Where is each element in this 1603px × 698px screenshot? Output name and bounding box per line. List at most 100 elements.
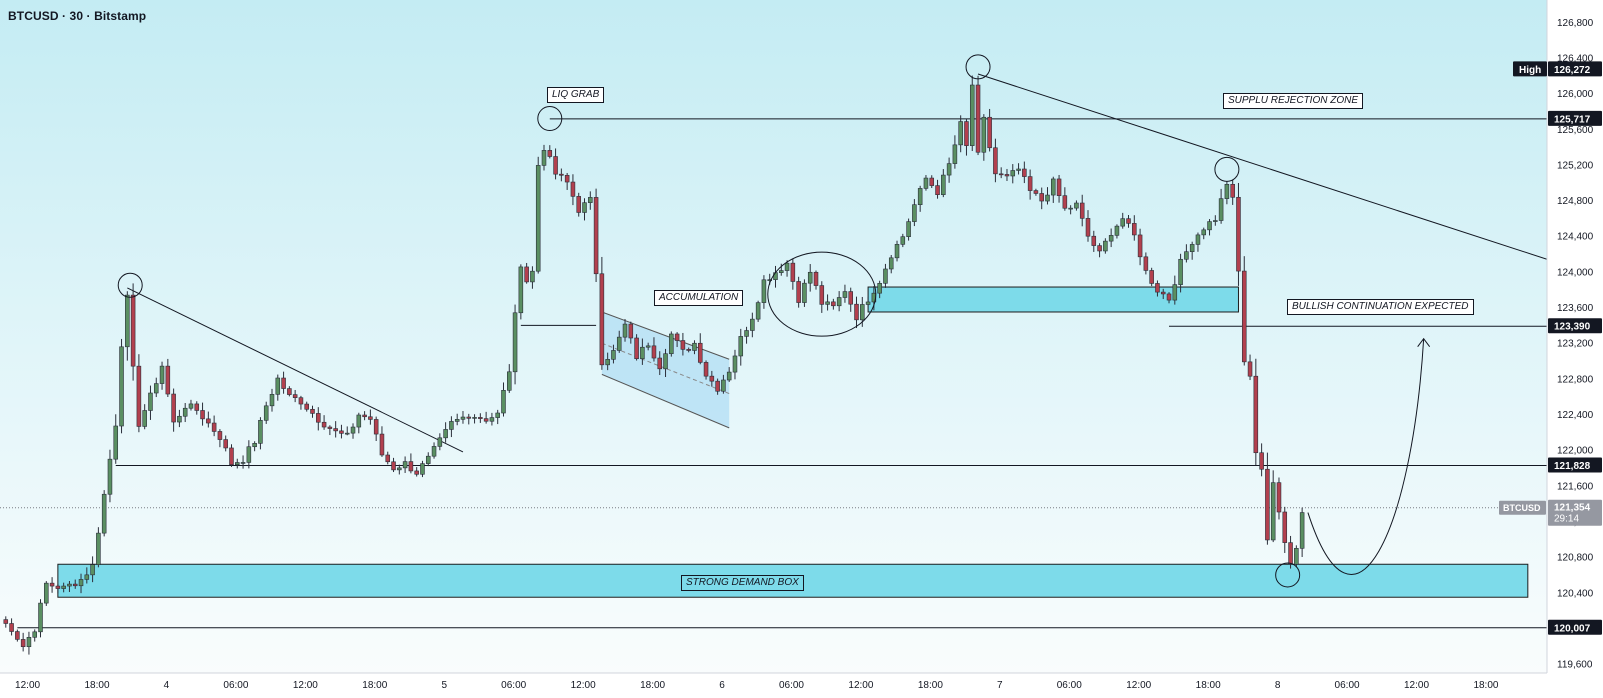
- candle-body: [1253, 375, 1259, 454]
- high-label-bg: [1513, 61, 1547, 77]
- candle-body: [339, 430, 344, 434]
- candle-body: [663, 353, 668, 370]
- candle-body: [1184, 251, 1189, 260]
- key-level-badge: 120,007: [1554, 623, 1591, 634]
- time-tick-label: 06:00: [1335, 680, 1360, 691]
- candle-body: [576, 196, 581, 213]
- candle-body: [1114, 225, 1120, 236]
- candle-body: [142, 410, 147, 427]
- key-level-badge-bg: [1548, 318, 1602, 334]
- candle-body: [1051, 178, 1056, 196]
- candle-body: [1218, 198, 1224, 221]
- price-tick-label: 122,000: [1557, 446, 1594, 457]
- candle-body: [738, 336, 744, 357]
- candle-body: [327, 426, 333, 429]
- candle-body: [182, 407, 188, 417]
- candle-body: [49, 582, 55, 587]
- candle-body: [466, 416, 472, 419]
- candle-body: [165, 365, 171, 395]
- candle-body: [252, 443, 257, 448]
- candle-body: [923, 177, 929, 189]
- candle-body: [692, 342, 697, 351]
- candle-body: [964, 121, 969, 146]
- candle-body: [784, 262, 790, 271]
- price-tick-label: 126,400: [1557, 53, 1594, 64]
- candle-body: [744, 330, 749, 337]
- candle-body: [912, 204, 917, 222]
- projection-path: [1307, 338, 1425, 575]
- time-tick-label: 18:00: [1473, 680, 1498, 691]
- key-level-badge-bg: [1548, 619, 1602, 635]
- candle-body: [825, 301, 830, 305]
- price-tick-label: 120,800: [1557, 553, 1594, 564]
- time-tick-label: 12:00: [293, 680, 318, 691]
- projection-arrowhead: [1417, 337, 1431, 348]
- candle-body: [877, 283, 882, 294]
- last-price-badge-bg: [1548, 499, 1602, 526]
- candle-body: [1108, 235, 1114, 242]
- candle-body: [969, 84, 975, 146]
- candle-body: [20, 639, 26, 648]
- time-tick-label: 6: [719, 680, 725, 691]
- candle-body: [1126, 218, 1131, 224]
- candle-body: [148, 392, 153, 411]
- candle-body: [1195, 234, 1201, 245]
- price-tick-label: 123,200: [1557, 339, 1594, 350]
- candle-body: [1265, 468, 1270, 541]
- candle-body: [15, 631, 20, 640]
- candle-body: [292, 394, 298, 398]
- candle-body: [726, 371, 732, 381]
- time-tick-label: 06:00: [779, 680, 804, 691]
- candle-body: [431, 446, 437, 457]
- candle-body: [807, 271, 813, 284]
- time-tick-label: 4: [164, 680, 170, 691]
- candle-body: [802, 282, 807, 303]
- time-tick-label: 12:00: [15, 680, 40, 691]
- candle-body: [732, 355, 738, 373]
- accumulation-channel-mid: [601, 342, 730, 395]
- candle-body: [1045, 194, 1050, 202]
- candle-body: [611, 350, 616, 360]
- candle-body: [1288, 542, 1293, 565]
- candle-body: [599, 273, 605, 366]
- candle-body: [1056, 178, 1062, 196]
- candle-body: [518, 266, 524, 314]
- candle-body: [454, 419, 460, 422]
- annotation-supply-rejection-zone: SUPPLU REJECTION ZONE: [1223, 93, 1364, 109]
- strong-demand-box: [57, 563, 1529, 598]
- candle-body: [842, 291, 848, 298]
- candle-body: [1022, 168, 1027, 177]
- candle-body: [362, 414, 367, 418]
- last-price-symbol: BTCUSD: [1503, 503, 1541, 513]
- candle-body: [750, 318, 755, 331]
- price-tick-label: 126,800: [1557, 18, 1594, 29]
- candle-body: [402, 461, 408, 469]
- candle-body: [425, 455, 431, 464]
- candle-body: [813, 271, 819, 286]
- candle-body: [96, 532, 101, 565]
- symbol-title[interactable]: BTCUSD · 30 · Bitstamp: [8, 9, 147, 23]
- candle-body: [894, 244, 900, 259]
- candle-body: [32, 631, 37, 638]
- candle-body: [1085, 218, 1091, 237]
- candle-body: [101, 493, 107, 534]
- candle-body: [1103, 240, 1108, 252]
- candle-body: [958, 121, 963, 146]
- time-tick-label: 5: [441, 680, 447, 691]
- candle-body: [1213, 220, 1218, 222]
- candle-body: [946, 163, 952, 176]
- candle-body: [449, 421, 454, 430]
- annotation-bullish-continuation: BULLISH CONTINUATION EXPECTED: [1287, 299, 1474, 315]
- time-tick-label: 12:00: [571, 680, 596, 691]
- candle-body: [674, 333, 680, 341]
- candle-body: [408, 461, 414, 472]
- candle-body: [1178, 258, 1183, 285]
- annotation-accumulation: ACCUMULATION: [654, 290, 744, 306]
- candle-body: [1189, 244, 1195, 253]
- candle-body: [998, 173, 1004, 176]
- candle-body: [906, 221, 911, 238]
- candle-body: [1172, 284, 1178, 301]
- candle-body: [605, 359, 610, 366]
